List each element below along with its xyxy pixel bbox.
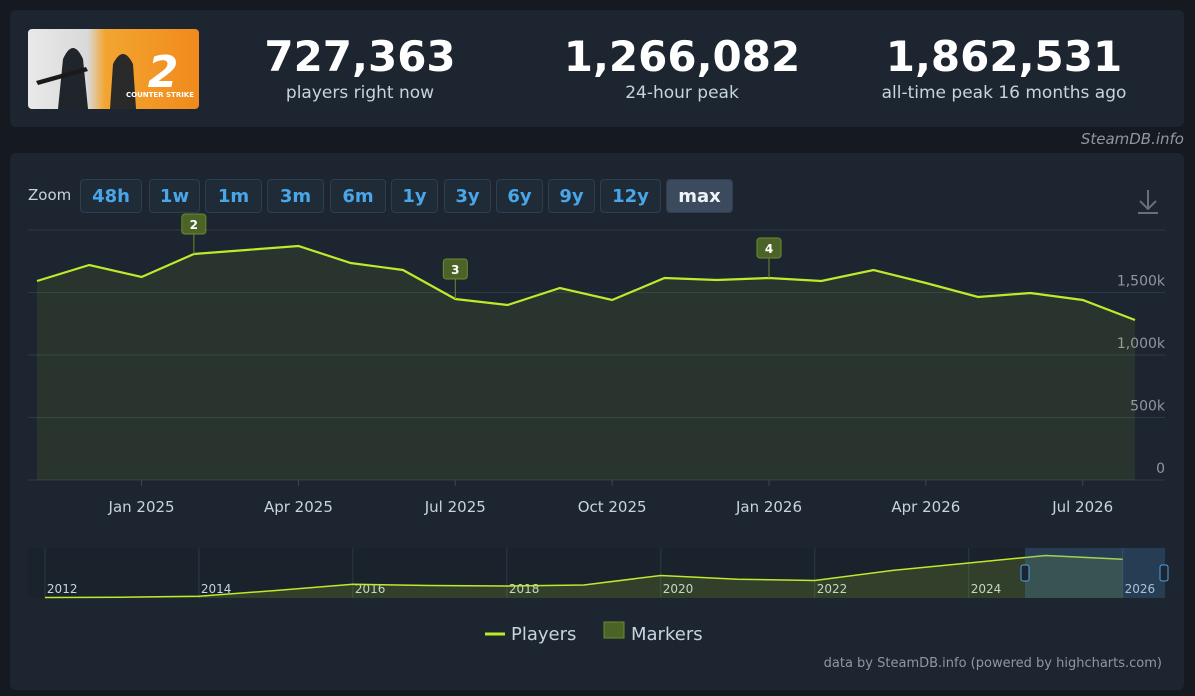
y-tick-label: 0 xyxy=(1156,461,1165,477)
navigator-tick-label: 2020 xyxy=(663,582,694,596)
x-tick-label: Jul 2025 xyxy=(424,498,486,516)
stat-value: 1,862,531 xyxy=(885,32,1123,81)
zoom-label: Zoom xyxy=(28,186,72,204)
zoom-button[interactable]: 12y xyxy=(600,179,661,213)
marker-label: 4 xyxy=(765,242,773,256)
legend-label: Markers xyxy=(631,624,703,645)
legend-marker xyxy=(603,621,625,639)
navigator-tick-label: 2026 xyxy=(1125,582,1156,596)
x-tick-label: Jul 2026 xyxy=(1051,498,1113,516)
logo-number: 2 xyxy=(148,47,179,98)
download-icon[interactable] xyxy=(1138,190,1158,214)
zoom-button[interactable]: 1m xyxy=(205,179,262,213)
legend-label: Players xyxy=(511,624,576,645)
y-tick-label: 500k xyxy=(1130,399,1166,415)
area xyxy=(37,246,1135,480)
navigator-tick-label: 2016 xyxy=(355,582,386,596)
chart-panel xyxy=(10,153,1184,690)
zoom-button[interactable]: 6y xyxy=(496,179,543,213)
stat: 727,363 players right now xyxy=(200,32,520,104)
marker-label: 2 xyxy=(190,218,198,232)
navigator-tick-label: 2014 xyxy=(201,582,232,596)
zoom-button[interactable]: 1y xyxy=(391,179,438,213)
x-tick-label: Apr 2026 xyxy=(891,498,960,516)
zoom-button[interactable]: 3m xyxy=(267,179,324,213)
zoom-button[interactable]: 9y xyxy=(548,179,595,213)
x-tick-label: Jan 2026 xyxy=(735,498,802,516)
x-tick-label: Oct 2025 xyxy=(578,498,647,516)
credits: data by SteamDB.info (powered by highcha… xyxy=(824,656,1162,671)
zoom-button[interactable]: 48h xyxy=(80,179,142,213)
zoom-button[interactable]: max xyxy=(666,179,733,213)
logo-title: COUNTER STRIKE xyxy=(126,91,194,99)
stat-value: 727,363 xyxy=(264,32,456,81)
navigator-area xyxy=(44,555,1123,598)
y-tick-label: 1,000k xyxy=(1117,336,1166,352)
stat-label: players right now xyxy=(285,83,435,103)
marker xyxy=(756,237,782,259)
zoom-button[interactable]: 1w xyxy=(149,179,200,213)
stat-value: 1,266,082 xyxy=(563,32,801,81)
stats-panel xyxy=(10,10,1184,127)
stat-label: all-time peak 16 months ago xyxy=(881,83,1127,103)
marker xyxy=(181,213,207,235)
stat-label: 24-hour peak xyxy=(625,83,739,103)
x-tick-label: Jan 2025 xyxy=(108,498,175,516)
line xyxy=(36,244,1136,322)
stat: 1,862,531 all-time peak 16 months ago xyxy=(844,32,1164,104)
y-tick-label: 1,500k xyxy=(1117,274,1166,290)
site-link[interactable]: SteamDB.info xyxy=(1080,130,1184,148)
zoom-button[interactable]: 6m xyxy=(330,179,386,213)
navigator-range xyxy=(1025,548,1165,598)
marker xyxy=(442,258,468,280)
marker-label: 3 xyxy=(451,263,459,277)
x-tick-label: Apr 2025 xyxy=(264,498,333,516)
navigator-line xyxy=(44,554,1123,599)
game-logo: 2 COUNTER STRIKE xyxy=(28,29,199,109)
navigator-bg xyxy=(28,548,1165,598)
stat: 1,266,082 24-hour peak xyxy=(522,32,842,104)
navigator-handle xyxy=(1159,564,1169,582)
navigator-tick-label: 2012 xyxy=(47,582,78,596)
navigator-tick-label: 2024 xyxy=(971,582,1002,596)
zoom-button[interactable]: 3y xyxy=(444,179,491,213)
navigator-tick-label: 2022 xyxy=(817,582,848,596)
navigator-handle xyxy=(1020,564,1030,582)
